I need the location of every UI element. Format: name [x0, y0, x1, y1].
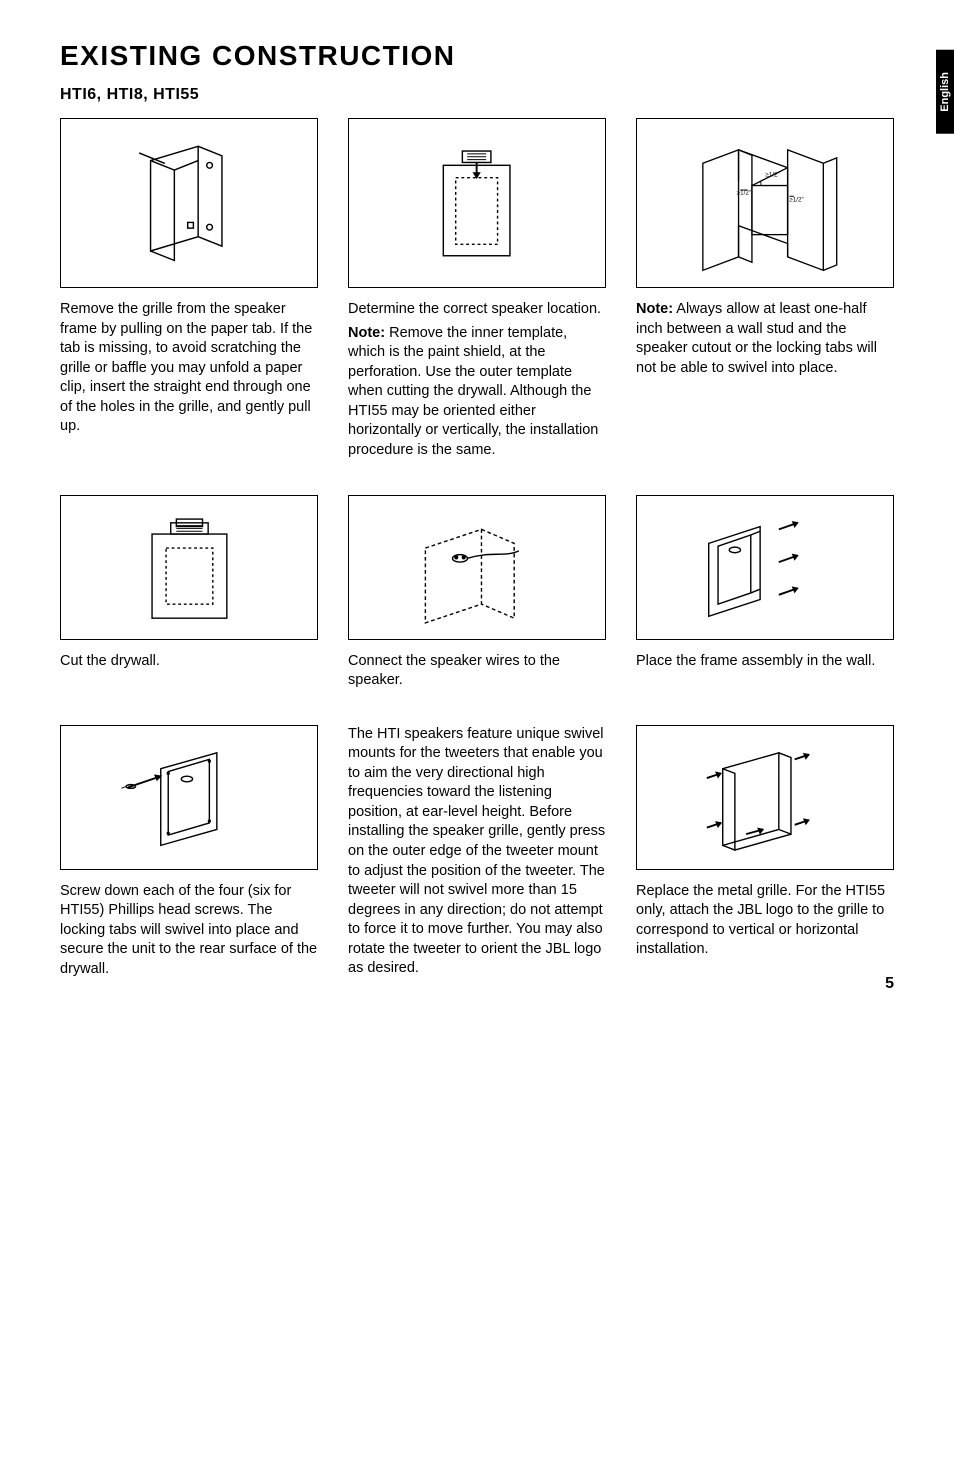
caption-8: The HTI speakers feature unique swivel m…	[348, 725, 606, 979]
language-tab: English	[936, 50, 954, 134]
caption-1: Remove the grille from the speaker frame…	[60, 300, 318, 437]
connect-wires-icon	[402, 506, 552, 628]
figure-remove-grille	[60, 118, 318, 288]
caption-2: Determine the correct speaker location. …	[348, 300, 606, 461]
step-6: Place the frame assembly in the wall.	[636, 495, 894, 695]
step-7: Screw down each of the four (six for HTI…	[60, 725, 318, 984]
caption-3: Note: Always allow at least one-half inc…	[636, 300, 894, 378]
figure-connect-wires	[348, 495, 606, 640]
svg-text:≥1/2": ≥1/2"	[736, 189, 750, 196]
page-title: EXISTING CONSTRUCTION	[60, 40, 894, 72]
step-9: Replace the metal grille. For the HTI55 …	[636, 725, 894, 984]
step-1: Remove the grille from the speaker frame…	[60, 118, 318, 465]
svg-text:≥1/2": ≥1/2"	[789, 196, 803, 203]
svg-text:≥1/2": ≥1/2"	[765, 171, 779, 178]
place-frame-icon	[690, 506, 840, 628]
caption-9: Replace the metal grille. For the HTI55 …	[636, 882, 894, 960]
cut-drywall-icon	[124, 506, 255, 628]
caption-4: Cut the drywall.	[60, 652, 318, 672]
figure-place-frame	[636, 495, 894, 640]
replace-grille-icon	[690, 736, 840, 858]
page-number: 5	[885, 975, 894, 993]
step-2: Determine the correct speaker location. …	[348, 118, 606, 465]
caption-5: Connect the speaker wires to the speaker…	[348, 652, 606, 691]
screw-down-icon	[114, 736, 264, 858]
steps-grid: Remove the grille from the speaker frame…	[60, 118, 894, 983]
figure-cut-drywall	[60, 495, 318, 640]
grille-removal-icon	[122, 132, 255, 275]
figure-clearance: ≥1/2" ≥1/2" ≥1/2"	[636, 118, 894, 288]
caption-7: Screw down each of the four (six for HTI…	[60, 882, 318, 980]
step-3: ≥1/2" ≥1/2" ≥1/2" Note: Always allow at …	[636, 118, 894, 465]
step-5: Connect the speaker wires to the speaker…	[348, 495, 606, 695]
model-subheading: HTI6, HTI8, HTI55	[60, 86, 894, 104]
figure-screw-down	[60, 725, 318, 870]
caption-6: Place the frame assembly in the wall.	[636, 652, 894, 672]
step-4: Cut the drywall.	[60, 495, 318, 695]
figure-replace-grille	[636, 725, 894, 870]
stud-clearance-icon: ≥1/2" ≥1/2" ≥1/2"	[685, 132, 846, 275]
figure-template	[348, 118, 606, 288]
step-8: The HTI speakers feature unique swivel m…	[348, 725, 606, 984]
template-location-icon	[410, 132, 543, 275]
